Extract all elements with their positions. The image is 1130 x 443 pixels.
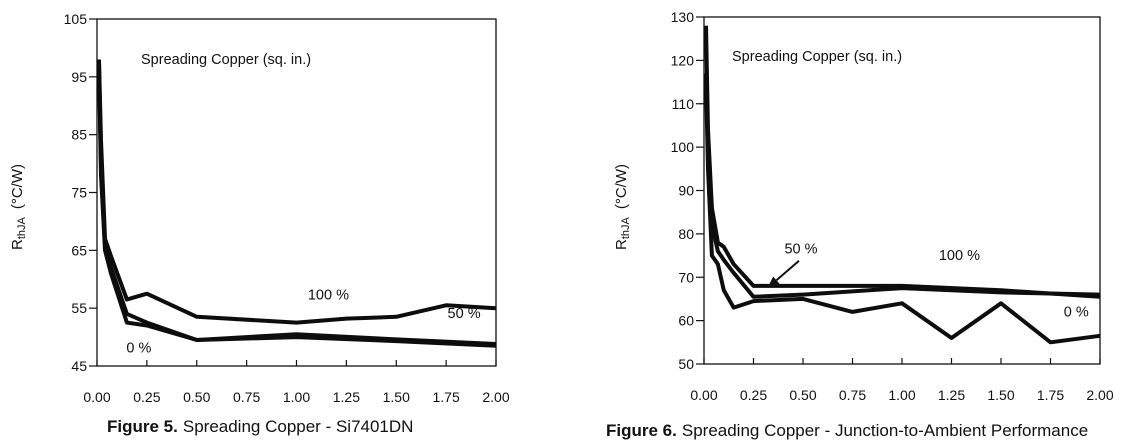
series-annotation-label: 0 % — [1064, 304, 1089, 320]
y-tick-label: 70 — [678, 269, 694, 285]
chart-figure-6: 50 60 70 80 90 100 110 120 130 0.00 0.25 0.50 0.75 1… — [606, 9, 1114, 440]
figure-caption-label: Figure 5. — [107, 417, 178, 436]
figure-caption: Figure 6. Spreading Copper - Junction-to-… — [606, 421, 1088, 440]
series-line-50-pct — [704, 73, 1101, 299]
series-annotation-label: 100 % — [939, 248, 980, 264]
x-tick-label: 0.25 — [740, 387, 767, 403]
series-annotations: 100 % 50 % 0 % — [126, 287, 480, 356]
x-tick-label: 0.75 — [233, 389, 260, 405]
series-line-100-pct — [97, 59, 497, 325]
series-lines — [97, 59, 497, 348]
y-tick-label: 100 — [671, 139, 695, 155]
chart-title: Spreading Copper (sq. in.) — [141, 52, 311, 68]
y-tick-label: 105 — [64, 11, 88, 27]
x-tick-label: 1.25 — [938, 387, 965, 403]
series-line-50-pct — [97, 65, 497, 346]
x-tick-label: 1.75 — [433, 389, 460, 405]
series-annotation-label: 50 % — [784, 241, 817, 257]
series-line-0-pct — [704, 82, 1101, 345]
series-annotation-label: 100 % — [308, 287, 349, 303]
x-tick-label: 0.50 — [789, 387, 816, 403]
y-axis-label-sub: thJA — [16, 216, 28, 239]
x-tick-label: 0.50 — [183, 389, 210, 405]
x-tick-label: 2.00 — [482, 389, 509, 405]
figure-caption: Figure 5. Spreading Copper - Si7401DN — [107, 417, 413, 436]
figure-caption-text: Spreading Copper - Si7401DN — [183, 417, 414, 436]
x-tick-label: 0.00 — [690, 387, 717, 403]
y-tick-label: 85 — [71, 127, 87, 143]
series-line-0-pct — [97, 71, 497, 348]
x-tick-label: 0.25 — [133, 389, 160, 405]
y-tick-label: 50 — [678, 356, 694, 372]
y-tick-label: 120 — [671, 52, 695, 68]
x-axis-ticks: 0.00 0.25 0.50 0.75 1.00 1.25 1.50 1.75 2.00 — [83, 360, 510, 405]
figure-caption-label: Figure 6. — [606, 421, 677, 440]
series-line-100-pct — [704, 25, 1101, 299]
x-tick-label: 1.00 — [283, 389, 310, 405]
y-tick-label: 95 — [71, 69, 87, 85]
y-axis-label-main: R — [9, 239, 26, 250]
y-tick-label: 75 — [71, 185, 87, 201]
y-axis-ticks: 45 55 65 75 85 95 105 — [64, 11, 97, 374]
y-tick-label: 110 — [672, 96, 695, 112]
y-axis-label-main: R — [613, 239, 630, 250]
x-tick-label: 0.00 — [83, 389, 110, 405]
y-tick-label: 80 — [678, 226, 694, 242]
series-annotation-label: 50 % — [448, 306, 481, 322]
y-tick-label: 60 — [678, 313, 694, 329]
y-tick-label: 65 — [71, 242, 87, 258]
x-tick-label: 1.50 — [383, 389, 410, 405]
annotation-arrow-head — [767, 276, 780, 289]
y-tick-label: 130 — [671, 9, 695, 25]
y-tick-label: 55 — [71, 300, 87, 316]
x-tick-label: 0.75 — [839, 387, 866, 403]
y-axis-label-unit: (°C/W) — [9, 164, 26, 209]
y-axis-label: RthJA (°C/W) — [613, 164, 632, 250]
y-axis-label-sub: thJA — [620, 216, 632, 239]
chart-figure-5: 45 55 65 75 85 95 105 0.00 0.25 0.50 0.75 1.00 1.25… — [9, 11, 510, 436]
y-tick-label: 90 — [678, 183, 694, 199]
x-tick-label: 1.50 — [987, 387, 1014, 403]
series-annotations: 50 % 100 % 0 % — [784, 241, 1088, 320]
x-tick-label: 1.00 — [888, 387, 915, 403]
x-axis-ticks: 0.00 0.25 0.50 0.75 1.00 1.25 1.50 1.75 2.00 — [690, 358, 1114, 403]
x-tick-label: 1.25 — [333, 389, 360, 405]
series-annotation-label: 0 % — [126, 341, 151, 357]
y-axis-label: RthJA (°C/W) — [9, 164, 28, 250]
y-tick-label: 45 — [71, 358, 87, 374]
y-axis-ticks: 50 60 70 80 90 100 110 120 130 — [671, 9, 704, 372]
series-lines — [704, 25, 1101, 345]
plot-frame — [96, 18, 497, 367]
chart-title: Spreading Copper (sq. in.) — [732, 49, 902, 65]
plot-frame — [703, 16, 1101, 365]
annotation-arrow — [775, 260, 800, 282]
y-axis-label-unit: (°C/W) — [613, 164, 630, 209]
x-tick-label: 2.00 — [1086, 387, 1113, 403]
figure-caption-text: Spreading Copper - Junction-to-Ambient P… — [682, 421, 1088, 440]
x-tick-label: 1.75 — [1037, 387, 1064, 403]
